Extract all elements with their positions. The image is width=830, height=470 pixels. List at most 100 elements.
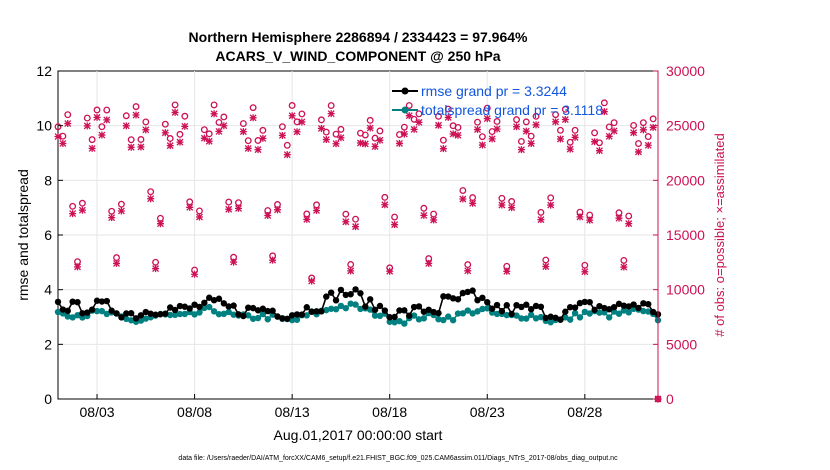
spread-point <box>610 308 618 315</box>
obs-assimilated-marker <box>347 267 355 275</box>
obs-possible-marker <box>649 115 657 123</box>
rmse-point <box>284 315 291 322</box>
spread-point <box>342 304 350 312</box>
rmse-point <box>332 297 340 304</box>
rmse-point <box>537 303 545 311</box>
obs-assimilated-marker <box>415 118 423 126</box>
obs-assimilated-marker <box>249 114 257 122</box>
obs-possible-marker <box>630 122 638 129</box>
obs-assimilated-marker <box>156 220 164 228</box>
obs-assimilated-marker <box>615 214 623 222</box>
rmse-point <box>523 301 530 308</box>
spread-point <box>176 310 184 318</box>
obs-assimilated-marker <box>269 256 277 264</box>
axes-layer: 0 2 4 6 8 10 12 08/03 08/08 08/13 08/18 08/23 08/28 0… <box>36 63 705 420</box>
obs-possible-marker <box>517 137 525 145</box>
spread-point <box>576 314 584 321</box>
rmse-point <box>210 296 218 304</box>
rmse-point <box>220 300 228 307</box>
spread-point <box>479 305 486 313</box>
rmse-point <box>449 295 457 302</box>
obs-possible-marker <box>176 130 184 138</box>
obs-possible-marker <box>283 141 291 149</box>
obs-possible-marker <box>547 194 555 202</box>
rmse-point <box>181 303 189 310</box>
spread-point <box>454 310 462 317</box>
x-tick-label: 08/08 <box>177 404 212 420</box>
obs-possible-marker <box>259 126 267 134</box>
y-right-tick-label: 0 <box>666 391 674 407</box>
rmse-point <box>303 304 310 311</box>
spread-point <box>464 307 471 314</box>
obs-assimilated-marker <box>566 145 574 153</box>
spread-point <box>259 310 267 318</box>
obs-assimilated-marker <box>244 144 252 152</box>
rmse-point <box>542 314 550 322</box>
rmse-point <box>362 303 369 310</box>
obs-assimilated-marker <box>74 263 82 271</box>
obs-assimilated-marker <box>366 124 374 132</box>
obs-assimilated-marker <box>264 212 272 219</box>
rmse-point <box>64 307 71 315</box>
obs-possible-marker <box>59 132 67 140</box>
rmse-point <box>425 306 432 313</box>
spread-point <box>415 316 423 323</box>
x-tick-label: 08/23 <box>470 404 505 420</box>
obs-possible-marker <box>556 126 564 134</box>
spread-point <box>420 315 428 322</box>
obs-assimilated-marker <box>522 127 530 135</box>
obs-assimilated-marker <box>215 127 223 135</box>
obs-possible-marker <box>420 204 428 212</box>
rmse-point <box>327 289 335 296</box>
legend-rmse-marker <box>401 87 409 95</box>
obs-possible-marker <box>400 123 408 131</box>
obs-possible-marker <box>625 212 633 220</box>
grid-lines <box>58 71 658 399</box>
rmse-point <box>357 290 364 297</box>
x-axis-label: Aug.01,2017 00:00:00 start <box>274 427 443 443</box>
rmse-point <box>498 307 506 315</box>
obs-possible-marker <box>108 207 116 215</box>
obs-possible-marker <box>591 129 599 137</box>
y-axis-left-label: rmse and totalspread <box>15 169 31 301</box>
spread-point <box>323 306 330 314</box>
obs-assimilated-marker <box>83 122 91 130</box>
obs-possible-marker <box>439 136 447 144</box>
obs-assimilated-marker <box>200 134 208 142</box>
rmse-point <box>581 298 589 306</box>
obs-possible-marker <box>376 127 384 135</box>
rmse-point <box>279 315 286 322</box>
rmse-point <box>293 311 301 318</box>
obs-assimilated-marker <box>152 265 160 273</box>
x-tick-label: 08/18 <box>372 404 407 420</box>
rmse-point <box>59 306 67 313</box>
rmse-point <box>420 308 428 315</box>
rmse-point <box>264 307 271 315</box>
obs-assimilated-marker <box>508 204 516 212</box>
obs-possible-marker <box>200 126 208 134</box>
obs-possible-marker <box>391 213 399 221</box>
y-right-tick-label: 20000 <box>666 172 705 188</box>
rmse-point <box>152 311 159 318</box>
obs-assimilated-marker <box>527 140 535 148</box>
rmse-point <box>186 305 193 312</box>
rmse-point <box>601 304 608 312</box>
obs-assimilated-marker <box>634 148 642 156</box>
obs-assimilated-marker <box>254 146 262 154</box>
obs-assimilated-marker <box>298 118 306 126</box>
obs-assimilated-marker <box>342 218 350 226</box>
obs-assimilated-marker <box>532 121 540 129</box>
spread-point <box>332 306 340 313</box>
rmse-point <box>147 310 154 317</box>
rmse-point <box>215 295 223 302</box>
obs-possible-marker <box>83 114 91 122</box>
rmse-point <box>93 297 101 304</box>
rmse-point <box>196 303 203 311</box>
rmse-point <box>518 303 525 311</box>
rmse-point <box>113 310 120 317</box>
rmse-point <box>469 287 476 294</box>
legend-spread-marker <box>401 106 409 114</box>
rmse-point <box>84 309 91 316</box>
rmse-point <box>318 308 325 315</box>
obs-assimilated-marker <box>391 221 399 229</box>
